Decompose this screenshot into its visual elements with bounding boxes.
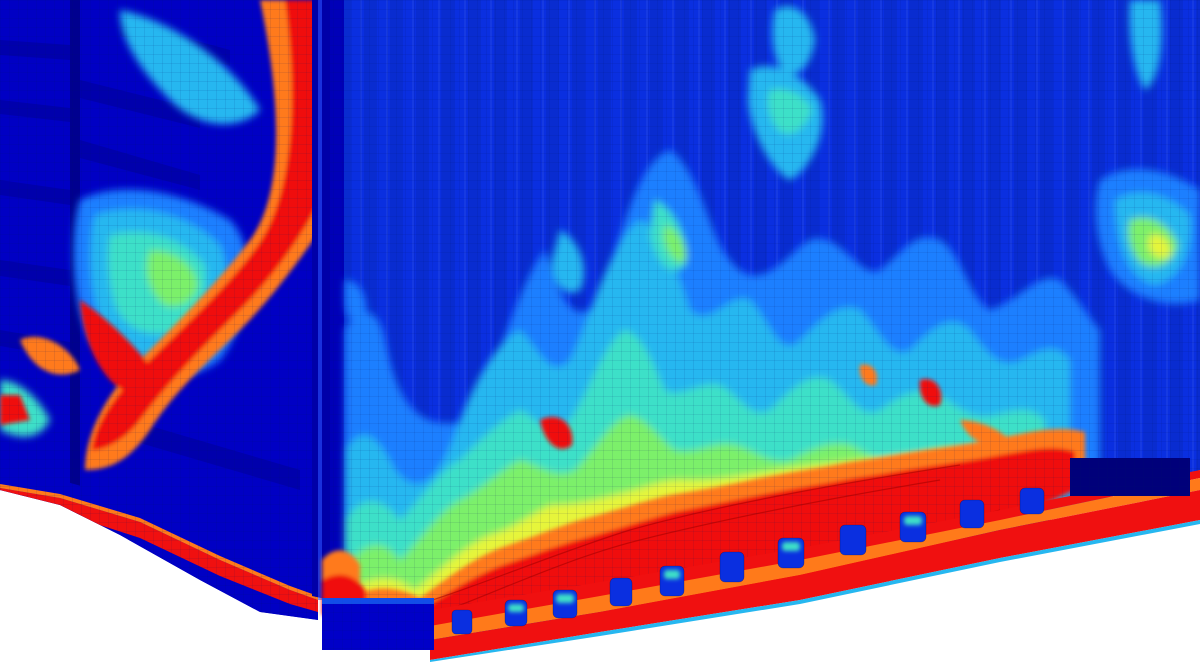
corner-post: [312, 0, 434, 650]
ground-background: [0, 520, 322, 662]
side-wall: [0, 0, 318, 620]
bottom-rail: [430, 458, 1200, 662]
